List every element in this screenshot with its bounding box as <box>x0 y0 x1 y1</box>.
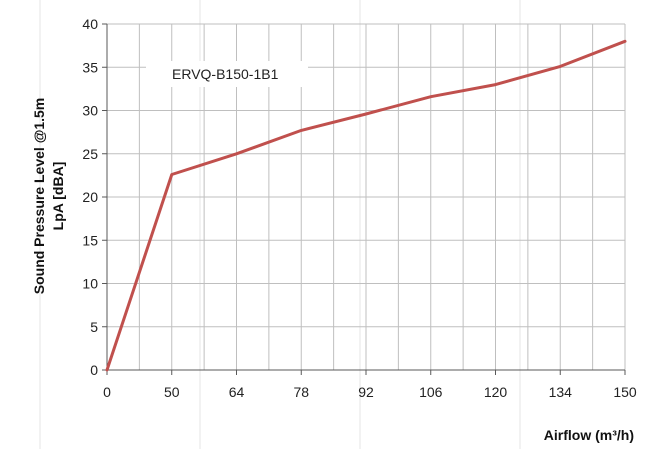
x-tick-label: 50 <box>164 384 180 400</box>
x-tick-label: 0 <box>103 384 111 400</box>
x-tick-label: 64 <box>229 384 245 400</box>
x-tick-labels: 0 50 64 78 92 106 120 134 150 <box>103 384 637 400</box>
annotation-background <box>146 61 308 87</box>
x-tick-label: 92 <box>358 384 374 400</box>
y-tick-label: 10 <box>82 276 98 292</box>
annotation-group: ERVQ-B150-1B1 <box>146 61 308 87</box>
y-axis-title-line2: LpA [dBA] <box>50 162 66 231</box>
x-tick-label: 150 <box>613 384 637 400</box>
y-tick-label: 5 <box>90 319 98 335</box>
y-axis-title-line1: Sound Pressure Level @1.5m <box>31 98 47 295</box>
grid <box>39 0 626 449</box>
series-annotation: ERVQ-B150-1B1 <box>172 66 279 82</box>
y-tick-label: 30 <box>82 103 98 119</box>
x-tick-label: 134 <box>549 384 573 400</box>
x-tick-label: 106 <box>419 384 443 400</box>
y-tick-label: 0 <box>90 362 98 378</box>
y-tick-label: 15 <box>82 232 98 248</box>
y-tick-label: 25 <box>82 146 98 162</box>
x-tick-label: 78 <box>293 384 309 400</box>
series-line <box>105 39 627 372</box>
y-tick-label: 20 <box>82 189 98 205</box>
y-tick-label: 35 <box>82 59 98 75</box>
series-layer <box>105 39 627 372</box>
y-tick-labels: 0 5 10 15 20 25 30 35 40 <box>82 16 98 378</box>
y-tick-label: 40 <box>82 16 98 32</box>
x-tick-label: 120 <box>484 384 508 400</box>
x-axis-title: Airflow (m³/h) <box>544 427 634 443</box>
